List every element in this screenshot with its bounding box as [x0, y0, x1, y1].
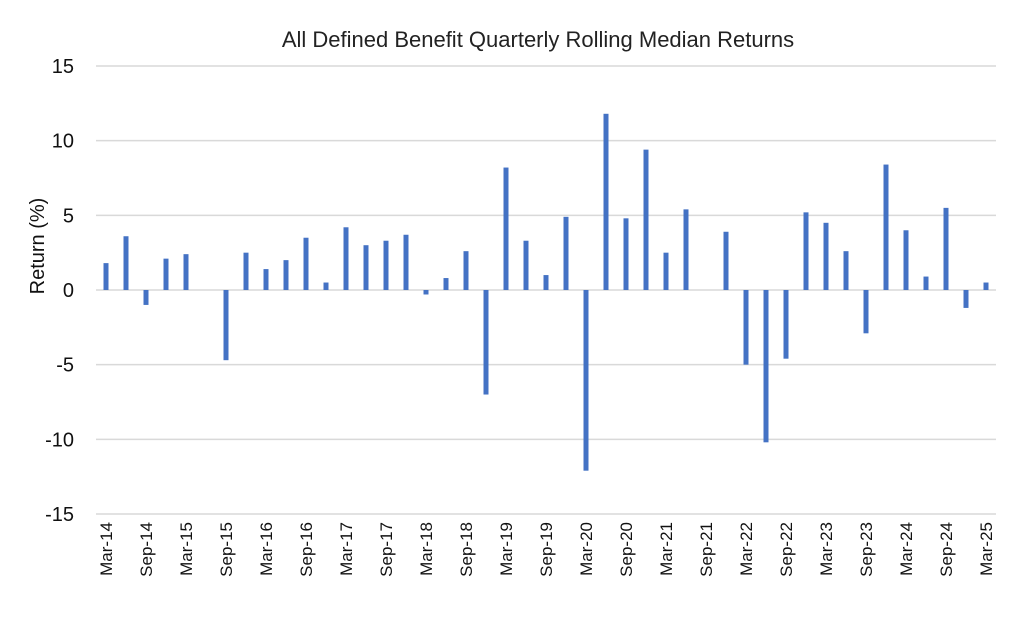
x-tick-label: Mar-22: [737, 522, 756, 576]
y-tick-label: 15: [52, 56, 74, 78]
bar-dec-17: [403, 234, 409, 290]
y-axis-ticks: 15 10 5 0 -5 -10 -15: [45, 56, 74, 526]
y-tick-label: -5: [56, 355, 74, 377]
bar-mar-25: [983, 282, 989, 290]
bar-mar-18: [423, 290, 429, 295]
bars: [103, 113, 989, 471]
bar-jun-21: [683, 209, 689, 290]
chart-title: All Defined Benefit Quarterly Rolling Me…: [282, 27, 794, 52]
x-tick-label: Mar-14: [97, 522, 116, 576]
x-tick-label: Mar-21: [657, 522, 676, 576]
y-tick-label: 5: [63, 205, 74, 227]
bar-dec-20: [643, 149, 649, 290]
x-tick-label: Sep-16: [297, 522, 316, 577]
bar-jun-19: [523, 240, 529, 290]
x-tick-label: Sep-20: [617, 522, 636, 577]
x-tick-label: Sep-17: [377, 522, 396, 577]
bar-sep-19: [543, 275, 549, 290]
bar-dec-14: [163, 258, 169, 290]
bar-sep-17: [383, 240, 389, 290]
bar-sep-22: [783, 290, 789, 359]
bar-sep-23: [863, 290, 869, 334]
bar-jun-23: [843, 251, 849, 290]
bar-mar-14: [103, 263, 109, 290]
x-tick-label: Sep-21: [697, 522, 716, 577]
bar-dec-23: [883, 164, 889, 290]
bar-sep-16: [303, 237, 309, 290]
bar-jun-16: [283, 260, 289, 290]
bar-sep-20: [623, 218, 629, 290]
bar-dec-16: [323, 282, 329, 290]
x-tick-label: Sep-14: [137, 522, 156, 577]
x-axis-ticks: Mar-14 Sep-14 Mar-15 Sep-15 Mar-16 Sep-16 Mar-…: [97, 522, 996, 577]
bar-mar-21: [663, 252, 669, 290]
bar-jun-24: [923, 276, 929, 290]
x-tick-label: Mar-19: [497, 522, 516, 576]
bar-jun-22: [763, 290, 769, 443]
y-tick-label: 0: [63, 280, 74, 302]
bar-mar-15: [183, 254, 189, 290]
x-tick-label: Mar-20: [577, 522, 596, 576]
y-tick-label: -10: [45, 429, 74, 451]
bar-sep-24: [943, 207, 949, 290]
x-tick-label: Sep-15: [217, 522, 236, 577]
bar-dec-22: [803, 212, 809, 290]
bar-jun-17: [363, 245, 369, 290]
bar-mar-23: [823, 222, 829, 290]
bar-jun-20: [603, 113, 609, 290]
bar-dec-19: [563, 216, 569, 290]
x-tick-label: Mar-24: [897, 522, 916, 576]
x-tick-label: Sep-23: [857, 522, 876, 577]
bar-mar-16: [263, 269, 269, 290]
x-tick-label: Mar-25: [977, 522, 996, 576]
bar-jun-18: [443, 278, 449, 290]
x-tick-label: Sep-24: [937, 522, 956, 577]
y-tick-label: -15: [45, 504, 74, 526]
x-tick-label: Sep-18: [457, 522, 476, 577]
bar-mar-22: [743, 290, 749, 365]
x-tick-label: Sep-22: [777, 522, 796, 577]
x-tick-label: Mar-23: [817, 522, 836, 576]
x-tick-label: Mar-17: [337, 522, 356, 576]
bar-jun-14: [123, 236, 129, 290]
bar-dec-18: [483, 290, 489, 395]
y-axis-title: Return (%): [27, 198, 49, 295]
bar-sep-18: [463, 251, 469, 290]
bar-mar-19: [503, 167, 509, 290]
x-tick-label: Mar-16: [257, 522, 276, 576]
x-tick-label: Sep-19: [537, 522, 556, 577]
bar-dec-15: [243, 252, 249, 290]
bar-mar-17: [343, 227, 349, 290]
bar-dec-21: [723, 231, 729, 290]
bar-sep-14: [143, 290, 149, 305]
x-tick-label: Mar-18: [417, 522, 436, 576]
bar-dec-24: [963, 290, 969, 308]
y-tick-label: 10: [52, 131, 74, 153]
bar-sep-15: [223, 290, 229, 361]
bar-mar-24: [903, 230, 909, 290]
x-tick-label: Mar-15: [177, 522, 196, 576]
bar-mar-20: [583, 290, 589, 471]
